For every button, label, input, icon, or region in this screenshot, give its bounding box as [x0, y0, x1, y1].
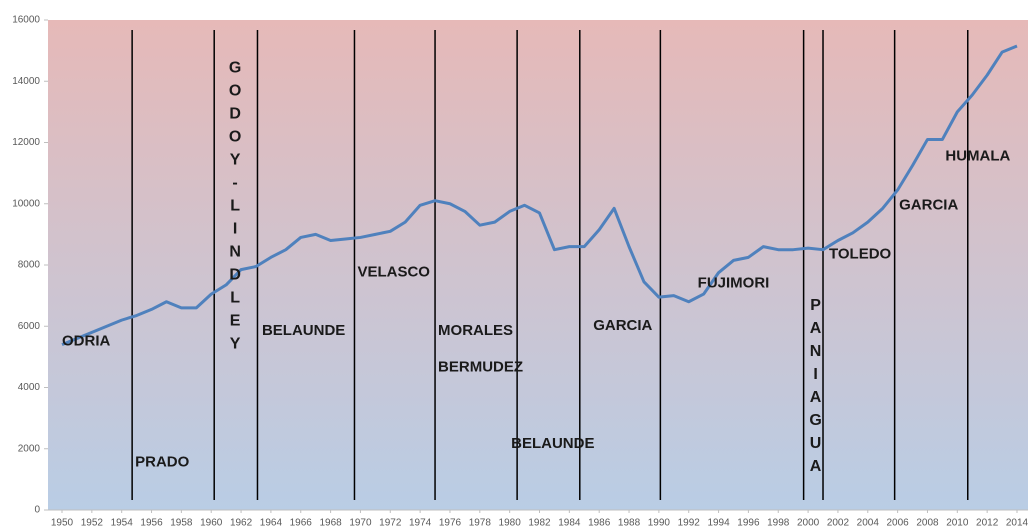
x-tick-label: 2012 [976, 518, 999, 529]
annotation: HUMALA [945, 147, 1010, 164]
x-tick-label: 1978 [469, 518, 492, 529]
x-tick-label: 1996 [737, 518, 760, 529]
x-tick-label: 2000 [797, 518, 820, 529]
annotation: TOLEDO [829, 245, 892, 262]
line-series [61, 44, 1018, 347]
x-tick-label: 1986 [588, 518, 611, 529]
x-tick-label: 2002 [827, 518, 850, 529]
x-tick-label: 1980 [499, 518, 522, 529]
annotation: PANIAGUA [807, 297, 824, 481]
x-tick-label: 1966 [290, 518, 313, 529]
x-tick-label: 1954 [111, 518, 134, 529]
x-tick-label: 1956 [140, 518, 163, 529]
x-tick-label: 2004 [857, 518, 880, 529]
x-tick-label: 1958 [170, 518, 193, 529]
y-tick-label: 2000 [18, 443, 41, 454]
y-tick-label: 10000 [12, 198, 40, 209]
y-tick-label: 16000 [12, 15, 40, 26]
annotation: GODOY-LINDLEY [227, 59, 244, 358]
x-tick-label: 1960 [200, 518, 223, 529]
x-tick-label: 1998 [767, 518, 790, 529]
y-tick-label: 0 [34, 505, 40, 516]
y-tick-label: 12000 [12, 137, 40, 148]
x-tick-label: 1950 [51, 518, 74, 529]
x-tick-label: 1970 [349, 518, 372, 529]
annotation: BERMUDEZ [438, 359, 523, 376]
x-tick-label: 1974 [409, 518, 432, 529]
x-tick-label: 1990 [648, 518, 671, 529]
annotation: GARCIA [899, 196, 958, 213]
x-tick-label: 1992 [678, 518, 701, 529]
y-tick-label: 4000 [18, 382, 41, 393]
x-tick-label: 1984 [558, 518, 581, 529]
x-tick-label: 2014 [1006, 518, 1029, 529]
x-tick-label: 1952 [81, 518, 104, 529]
annotation: PRADO [135, 454, 190, 471]
annotation: VELASCO [357, 264, 430, 281]
plot-background [48, 20, 1028, 510]
x-tick-label: 1968 [319, 518, 342, 529]
annotation: ODRIA [62, 333, 111, 350]
y-tick-label: 6000 [18, 321, 41, 332]
x-tick-label: 2008 [916, 518, 939, 529]
y-tick-label: 14000 [12, 76, 40, 87]
x-tick-label: 2006 [887, 518, 910, 529]
x-tick-label: 1994 [707, 518, 730, 529]
x-tick-label: 1972 [379, 518, 402, 529]
x-tick-label: 2010 [946, 518, 969, 529]
x-tick-label: 1988 [618, 518, 641, 529]
annotation: MORALES [438, 322, 513, 339]
annotation: BELAUNDE [511, 435, 594, 452]
annotation: BELAUNDE [262, 322, 345, 339]
x-tick-label: 1976 [439, 518, 462, 529]
x-tick-label: 1982 [528, 518, 551, 529]
annotation: GARCIA [593, 317, 652, 334]
x-tick-label: 1964 [260, 518, 283, 529]
annotation: FUJIMORI [698, 274, 770, 291]
y-tick-label: 8000 [18, 260, 41, 271]
x-tick-label: 1962 [230, 518, 253, 529]
